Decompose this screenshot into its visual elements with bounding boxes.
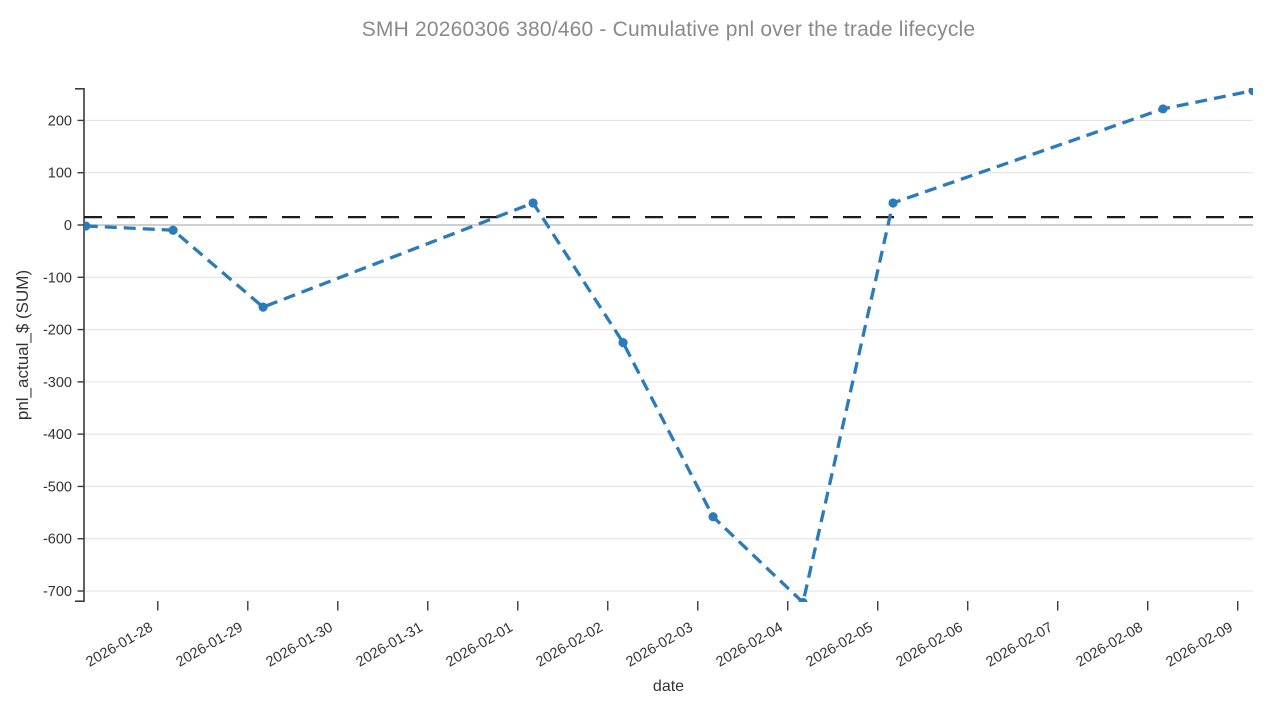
y-tick-label: 100	[48, 166, 72, 182]
data-point-marker	[528, 198, 538, 208]
data-point-marker	[84, 221, 91, 231]
x-tick-label: 2026-02-05	[803, 620, 875, 671]
y-tick-label: 0	[64, 218, 72, 234]
data-point-marker	[888, 198, 898, 208]
chart-title: SMH 20260306 380/460 - Cumulative pnl ov…	[361, 18, 976, 41]
y-tick-label: 200	[48, 113, 72, 129]
x-tick-label: 2026-01-30	[264, 620, 336, 671]
x-tick-label: 2026-02-02	[534, 620, 606, 671]
x-tick-label: 2026-02-09	[1163, 620, 1235, 671]
y-tick-label: -600	[43, 532, 72, 548]
x-tick-label: 2026-02-08	[1073, 620, 1145, 671]
data-point-marker	[258, 302, 268, 312]
data-point-marker	[168, 225, 178, 235]
x-tick-label: 2026-02-04	[714, 620, 786, 671]
y-tick-label: -500	[43, 479, 72, 495]
y-tick-label: -100	[43, 270, 72, 286]
data-point-marker	[618, 338, 628, 348]
x-tick-label: 2026-01-31	[354, 620, 426, 671]
x-tick-label: 2026-02-07	[983, 620, 1055, 671]
data-point-marker	[798, 597, 808, 602]
data-point-marker	[708, 512, 718, 522]
x-tick-label: 2026-02-03	[624, 620, 696, 671]
y-tick-label: -300	[43, 375, 72, 391]
x-tick-label: 2026-02-01	[444, 620, 516, 671]
y-tick-label: -700	[43, 584, 72, 600]
x-tick-label: 2026-02-06	[893, 620, 965, 671]
x-tick-label: 2026-01-28	[84, 620, 156, 671]
data-point-marker	[1248, 88, 1253, 96]
y-tick-label: -400	[43, 427, 72, 443]
x-tick-label: 2026-01-29	[174, 620, 246, 671]
x-axis-title: date	[652, 678, 685, 695]
data-point-marker	[1158, 104, 1168, 114]
pnl-line	[85, 88, 1253, 602]
y-tick-label: -200	[43, 323, 72, 339]
